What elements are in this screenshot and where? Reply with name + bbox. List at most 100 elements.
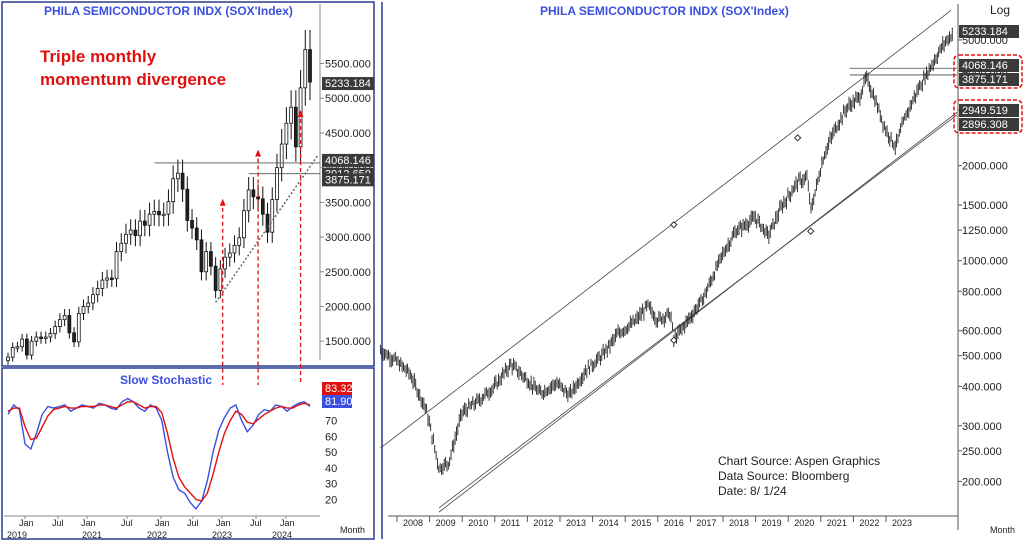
left-year-label: 2023 [212, 530, 232, 540]
left-year-label: 2021 [82, 530, 102, 540]
right-value-label-bg [959, 73, 1019, 86]
right-value-label: 5233.184 [962, 26, 1008, 38]
left-x-tick-label: Jan [81, 518, 96, 528]
right-x-tick-label: 2014 [599, 518, 619, 528]
candle-body [100, 279, 105, 289]
candle-body [53, 326, 58, 334]
divergence-arrow-head [219, 198, 226, 206]
source-line-1: Chart Source: Aspen Graphics [718, 454, 880, 468]
left-x-tick-label: Jan [216, 518, 231, 528]
candle-body [48, 333, 53, 338]
candle-body [124, 233, 128, 244]
right-value-label-bg [959, 118, 1019, 131]
candle-body [6, 356, 10, 362]
right-x-tick-label: 2016 [664, 518, 684, 528]
candle-body [190, 219, 194, 229]
right-value-label-bg [959, 25, 1019, 38]
channel-marker [807, 227, 815, 235]
right-x-tick-label: 2011 [501, 518, 520, 528]
candle-body [194, 227, 199, 241]
right-x-tick-label: 2017 [696, 518, 716, 528]
right-value-label: 2949.519 [962, 105, 1008, 117]
candle-body [152, 210, 157, 215]
right-value-label: 3875.171 [962, 74, 1008, 86]
candle-body [39, 336, 43, 339]
candle-body [218, 268, 223, 291]
candle-body [289, 106, 293, 124]
candle-body [242, 210, 246, 239]
stoch-series-line [7, 397, 311, 511]
upper-channel-line [380, 10, 952, 449]
left-x-tick-label: Jan [155, 518, 170, 528]
left-y-tick-label: 2000.000 [325, 301, 371, 313]
candle-body [119, 242, 124, 253]
stoch-y-tick-label: 50 [325, 447, 337, 459]
left-y-tick-label: 5000.000 [325, 93, 371, 105]
candle-body [76, 313, 81, 343]
right-x-tick-label: 2020 [794, 518, 814, 528]
candle-body [29, 340, 34, 356]
right-log-chart: 200.000 250.000 300.000 400.000 500.000 600.0… [379, 10, 1023, 528]
candle-body [25, 338, 29, 356]
candle-body [157, 210, 161, 216]
left-year-label: 2019 [7, 530, 27, 540]
candle-body [251, 189, 256, 198]
right-y-tick-label: 300.000 [962, 421, 1002, 433]
candle-body [293, 106, 298, 148]
right-x-tick-label: 2019 [762, 518, 782, 528]
right-y-tick-label: 800.000 [962, 286, 1002, 298]
stoch-series-line [7, 401, 311, 502]
source-line-3: Date: 8/ 1/24 [718, 484, 787, 498]
left-x-tick-label: Jul [52, 518, 64, 528]
left-y-tick-label: 4500.000 [325, 128, 371, 140]
divergence-arrow-head [255, 149, 262, 157]
channel-marker [670, 336, 678, 344]
candle-body [166, 201, 171, 215]
candle-body [105, 277, 109, 281]
left-value-label: 5233.184 [325, 78, 371, 90]
candle-body [171, 178, 176, 203]
right-y-tick-label: 1250.000 [962, 225, 1008, 237]
left-value-label: 4068.146 [325, 155, 371, 167]
candle-body [86, 302, 91, 307]
left-y-tick-label: 5500.000 [325, 59, 371, 71]
log-scale-label: Log [990, 3, 1010, 17]
channel-marker [793, 134, 802, 142]
stoch-y-tick-label: 40 [325, 463, 337, 475]
stoch-value-label: 81.90 [325, 396, 353, 408]
candle-body [176, 172, 180, 180]
candle-body [204, 251, 209, 273]
annotation-line-2: momentum divergence [40, 70, 226, 89]
stoch-value-label: 83.32 [325, 383, 353, 395]
left-bottom-frame [1, 367, 375, 540]
trend-line [215, 154, 319, 303]
left-year-label: 2024 [272, 530, 292, 540]
candle-body [308, 49, 312, 83]
right-y-tick-label: 250.000 [962, 446, 1002, 458]
right-value-label: 4068.146 [962, 60, 1008, 72]
candle-body [58, 319, 62, 327]
right-x-tick-label: 2023 [892, 518, 912, 528]
right-x-tick-label: 2022 [859, 518, 879, 528]
candle-body [185, 188, 190, 221]
left-value-label-bg [322, 153, 374, 167]
left-y-tick-label: 1500.000 [325, 336, 371, 348]
left-x-tick-label: Jul [250, 518, 262, 528]
left-month-label: Month [340, 525, 365, 535]
left-y-tick-label: 3000.000 [325, 232, 371, 244]
candle-body [67, 315, 72, 334]
right-y-tick-label: 500.000 [962, 351, 1002, 363]
candle-body [72, 332, 76, 343]
right-month-label: Month [990, 525, 1015, 535]
candle-body [95, 288, 100, 296]
stoch-value-label-bg [322, 395, 352, 408]
annotation-line-1: Triple monthly [40, 47, 157, 66]
candle-body [213, 265, 218, 291]
right-x-tick-label: 2021 [827, 518, 847, 528]
candle-body [20, 338, 25, 348]
stoch-value-label-bg [322, 382, 352, 395]
right-y-tick-label: 2000.000 [962, 161, 1008, 173]
candle-body [209, 251, 213, 267]
